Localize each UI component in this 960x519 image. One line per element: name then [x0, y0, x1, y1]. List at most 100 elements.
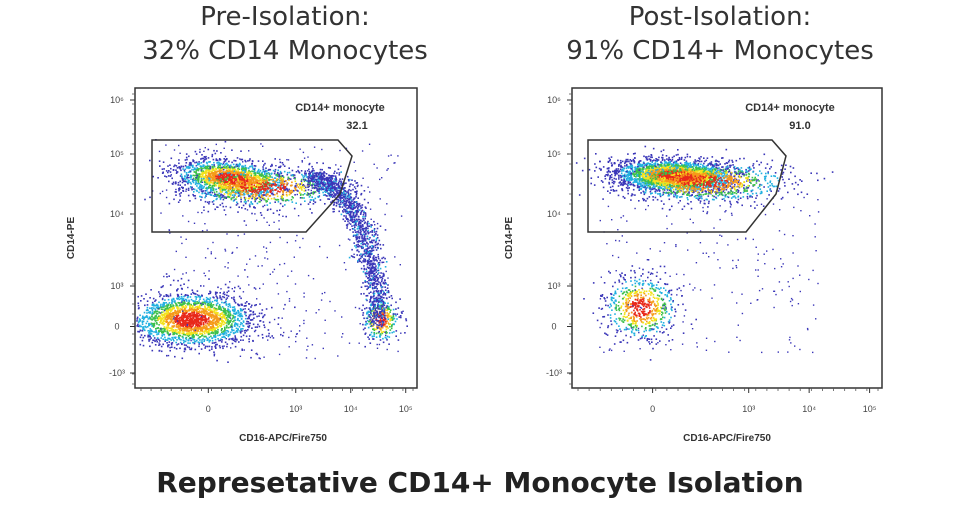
event-dot — [188, 331, 190, 334]
event-dot — [238, 173, 241, 175]
event-dot — [139, 320, 142, 322]
event-dot — [151, 318, 154, 321]
event-dot — [201, 312, 203, 314]
event-dot — [236, 175, 239, 177]
event-dot — [366, 313, 368, 315]
event-dot — [212, 195, 215, 197]
event-dot — [163, 334, 166, 336]
event-dot — [145, 309, 148, 312]
event-dot — [332, 181, 334, 183]
event-dot — [196, 167, 198, 169]
event-dot — [204, 158, 206, 161]
event-dot — [194, 328, 196, 330]
event-dot — [167, 317, 170, 320]
event-dot — [167, 344, 169, 347]
event-dot — [212, 158, 215, 161]
event-dot — [236, 191, 238, 194]
event-dot — [215, 327, 217, 329]
event-dot — [356, 212, 358, 214]
event-dot — [192, 181, 195, 184]
event-dot — [250, 310, 252, 312]
event-dot — [262, 160, 264, 162]
event-dot — [185, 336, 188, 339]
event-dot — [215, 299, 217, 302]
event-dot — [247, 308, 250, 310]
event-dot — [225, 332, 228, 334]
right-panel-title: Post-Isolation: 91% CD14+ Monocytes — [540, 0, 900, 68]
event-dot — [216, 161, 219, 164]
event-dot — [232, 339, 235, 342]
event-dot — [304, 174, 306, 176]
event-dot — [312, 191, 315, 193]
event-dot — [177, 325, 180, 328]
event-dot — [218, 185, 220, 188]
event-dot — [177, 295, 179, 298]
event-dot — [189, 317, 192, 320]
event-dot — [195, 298, 197, 300]
event-dot — [225, 166, 227, 168]
event-dot — [374, 328, 377, 331]
event-dot — [171, 318, 173, 320]
event-dot — [215, 175, 218, 178]
event-dot — [217, 317, 219, 319]
event-dot — [235, 198, 237, 200]
event-dot — [215, 184, 218, 187]
event-dot — [149, 317, 152, 319]
event-dot — [169, 349, 171, 352]
event-dot — [198, 336, 200, 339]
event-dot — [220, 325, 222, 328]
event-dot — [231, 168, 234, 171]
event-dot — [223, 309, 226, 311]
event-dot — [269, 182, 271, 185]
event-dot — [287, 199, 290, 202]
event-dot — [196, 168, 199, 170]
event-dot — [185, 323, 187, 326]
event-dot — [241, 166, 243, 168]
event-dot — [185, 162, 188, 164]
event-dot — [166, 324, 169, 326]
event-dot — [184, 294, 187, 296]
event-dot — [199, 326, 201, 328]
event-dot — [379, 276, 381, 279]
event-dot — [265, 180, 267, 182]
event-dot — [217, 164, 219, 166]
event-dot — [256, 197, 259, 199]
event-dot — [146, 312, 148, 314]
event-dot — [170, 315, 173, 318]
event-dot — [284, 303, 286, 306]
event-dot — [227, 290, 230, 292]
event-dot — [266, 189, 269, 192]
event-dot — [259, 190, 262, 193]
event-dot — [253, 177, 256, 179]
event-dot — [258, 173, 261, 175]
event-dot — [227, 313, 230, 316]
event-dot — [244, 167, 246, 170]
event-dot — [227, 167, 229, 170]
event-dot — [210, 187, 213, 189]
event-dot — [251, 191, 253, 194]
event-dot — [176, 343, 178, 346]
event-dot — [164, 299, 166, 301]
event-dot — [188, 299, 190, 302]
event-dot — [300, 170, 303, 172]
event-dot — [208, 168, 210, 170]
event-dot — [309, 194, 312, 197]
event-dot — [203, 192, 206, 195]
event-dot — [192, 322, 194, 325]
event-dot — [205, 193, 208, 195]
event-dot — [284, 185, 287, 188]
event-dot — [194, 197, 197, 200]
event-dot — [195, 319, 197, 322]
event-dot — [252, 180, 255, 183]
event-dot — [280, 177, 282, 179]
event-dot — [285, 215, 287, 218]
event-dot — [173, 165, 175, 168]
event-dot — [218, 305, 220, 308]
event-dot — [204, 179, 206, 182]
event-dot — [214, 299, 216, 302]
event-dot — [192, 160, 195, 162]
event-dot — [201, 319, 203, 322]
event-dot — [254, 188, 256, 190]
event-dot — [156, 310, 159, 312]
event-dot — [231, 194, 234, 196]
